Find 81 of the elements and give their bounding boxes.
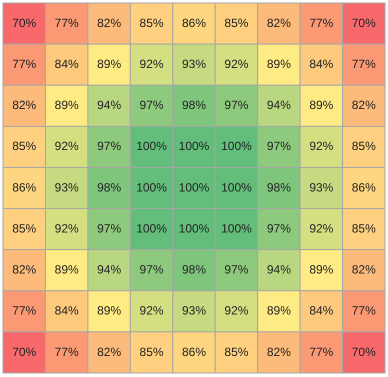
data-label: 92%: [224, 56, 249, 71]
data-label: 77%: [12, 304, 37, 318]
data-label: 70%: [352, 16, 376, 30]
data-label: 98%: [97, 180, 122, 194]
data-label: 92%: [54, 139, 79, 154]
data-label: 92%: [224, 304, 249, 318]
data-label: 85%: [140, 16, 164, 30]
data-label: 70%: [12, 344, 37, 359]
data-label: 100%: [136, 139, 168, 154]
data-label: 82%: [97, 16, 122, 30]
data-label: 85%: [224, 16, 249, 30]
data-label: 84%: [309, 304, 334, 318]
data-label: 93%: [309, 180, 334, 194]
data-label: 100%: [178, 139, 210, 154]
data-label: 84%: [54, 56, 79, 71]
data-label: 100%: [221, 180, 252, 194]
data-label: 89%: [266, 304, 292, 318]
data-label: 97%: [97, 221, 122, 236]
data-label: 92%: [309, 139, 334, 154]
data-label: 70%: [12, 16, 37, 30]
data-label: 77%: [54, 344, 79, 359]
data-label: 89%: [266, 56, 292, 71]
data-label: 86%: [12, 180, 37, 194]
data-label: 92%: [140, 56, 164, 71]
data-label: 93%: [182, 56, 206, 71]
data-label: 82%: [352, 98, 376, 112]
data-label: 89%: [97, 304, 122, 318]
data-label: 94%: [266, 262, 292, 277]
data-label: 97%: [140, 98, 164, 112]
data-label: 89%: [54, 98, 79, 112]
data-label: 85%: [140, 344, 164, 359]
data-label: 89%: [54, 262, 79, 277]
data-label: 70%: [352, 344, 376, 359]
data-label: 94%: [266, 98, 292, 112]
data-label: 82%: [352, 262, 376, 277]
data-label: 93%: [54, 180, 79, 194]
data-label: 85%: [352, 221, 376, 236]
data-label: 97%: [224, 262, 249, 277]
data-label: 94%: [97, 98, 122, 112]
data-label: 84%: [54, 304, 79, 318]
data-label: 100%: [221, 221, 252, 236]
data-label: 86%: [182, 16, 206, 30]
data-label: 85%: [224, 344, 249, 359]
data-label: 89%: [309, 262, 334, 277]
data-label: 85%: [12, 221, 37, 236]
data-label: 77%: [54, 16, 79, 30]
data-label: 100%: [136, 180, 168, 194]
data-label: 77%: [12, 56, 37, 71]
data-label: 98%: [182, 262, 206, 277]
data-label: 97%: [266, 221, 292, 236]
data-label: 92%: [140, 304, 164, 318]
data-label: 100%: [178, 180, 210, 194]
data-label: 82%: [97, 344, 122, 359]
data-label: 98%: [266, 180, 292, 194]
data-label: 77%: [352, 56, 376, 71]
data-label: 84%: [309, 56, 334, 71]
data-label: 97%: [140, 262, 164, 277]
data-label: 82%: [12, 98, 37, 112]
data-label: 98%: [182, 98, 206, 112]
data-label: 97%: [97, 139, 122, 154]
data-label: 86%: [352, 180, 376, 194]
data-label: 100%: [178, 221, 210, 236]
data-label: 94%: [97, 262, 122, 277]
data-label: 92%: [54, 221, 79, 236]
data-label: 89%: [97, 56, 122, 71]
data-label: 77%: [309, 344, 334, 359]
data-label: 82%: [266, 16, 292, 30]
data-label: 82%: [12, 262, 37, 277]
data-label: 89%: [309, 98, 334, 112]
data-label: 86%: [182, 344, 206, 359]
data-label: 77%: [352, 304, 376, 318]
data-label: 100%: [136, 221, 168, 236]
data-label: 93%: [182, 304, 206, 318]
data-label: 85%: [12, 139, 37, 154]
data-label: 92%: [309, 221, 334, 236]
data-label: 100%: [221, 139, 252, 154]
data-label: 85%: [352, 139, 376, 154]
data-label: 82%: [266, 344, 292, 359]
data-label: 97%: [224, 98, 249, 112]
data-label: 97%: [266, 139, 292, 154]
data-label: 77%: [309, 16, 334, 30]
